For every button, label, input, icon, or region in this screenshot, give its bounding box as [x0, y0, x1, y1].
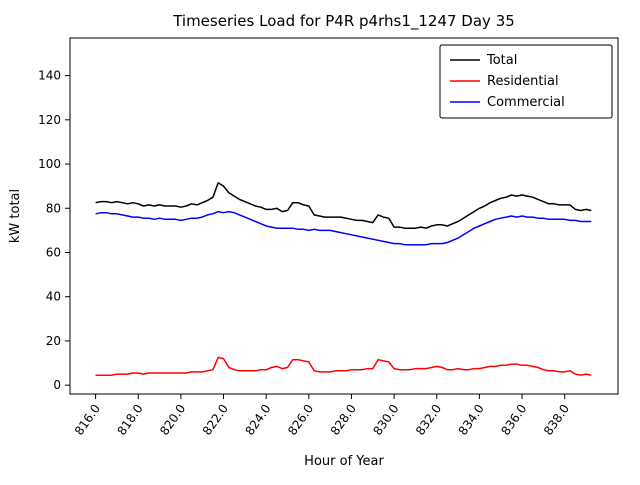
x-tick-label: 834.0: [456, 402, 487, 438]
x-tick-label: 826.0: [285, 402, 316, 438]
y-tick-label: 0: [53, 378, 61, 392]
y-tick-label: 140: [38, 69, 61, 83]
axes-border: [69, 37, 619, 395]
y-axis-label: kW total: [8, 189, 23, 243]
x-tick-label: 836.0: [498, 402, 529, 438]
y-tick-label: 100: [38, 157, 61, 171]
x-axis-label: Hour of Year: [304, 454, 384, 469]
legend-box: [439, 44, 613, 119]
x-tick-label: 820.0: [157, 402, 188, 438]
legend-label-residential: Residential: [487, 74, 559, 89]
plot-render-layer: 816.0 818.0 820.0 822.0 824.0 826.0 828.0 830.0…: [38, 37, 619, 438]
x-tick-label: 828.0: [328, 402, 359, 438]
x-tick-label: 818.0: [115, 402, 146, 438]
chart-title: Timeseries Load for P4R p4rhs1_1247 Day …: [172, 12, 515, 31]
y-tick-label: 40: [46, 290, 61, 304]
series-line-residential: [95, 356, 592, 376]
x-tick-label: 822.0: [200, 402, 231, 438]
x-tick-label: 838.0: [541, 402, 572, 438]
legend-label-total: Total: [486, 53, 517, 68]
x-tick-label: 816.0: [72, 402, 103, 438]
y-tick-label: 20: [46, 334, 61, 348]
y-tick-label: 60: [46, 245, 61, 259]
y-tick-label: 80: [46, 201, 61, 215]
series-line-total: [95, 182, 592, 229]
legend-label-commercial: Commercial: [487, 95, 565, 110]
series-line-commercial: [95, 210, 592, 246]
y-tick-label: 120: [38, 113, 61, 127]
x-tick-label: 824.0: [242, 402, 273, 438]
x-tick-label: 832.0: [413, 402, 444, 438]
x-tick-label: 830.0: [370, 402, 401, 438]
